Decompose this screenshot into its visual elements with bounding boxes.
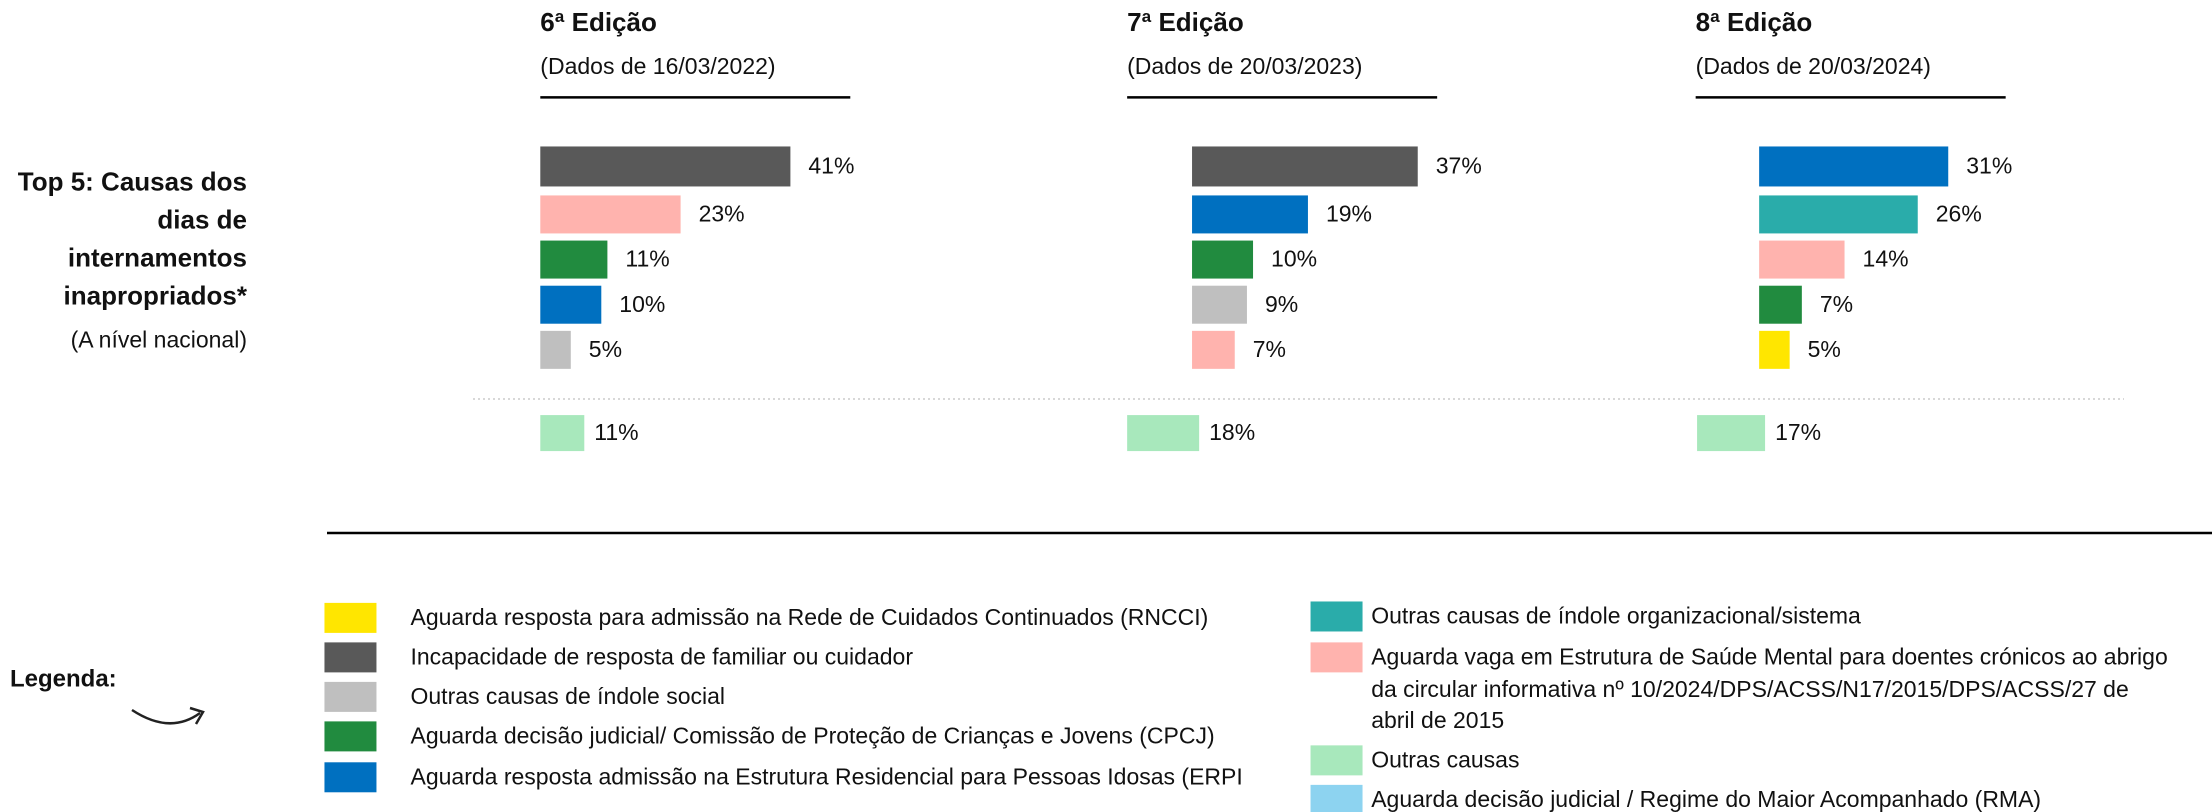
panel-subtitle: (Dados de 20/03/2024) xyxy=(1696,53,1931,79)
legend-label: Aguarda vaga em Estrutura de Saúde Menta… xyxy=(1371,643,2168,669)
value-label: 23% xyxy=(699,201,745,227)
side-title: dias de xyxy=(157,204,247,234)
legend-label: Outras causas de índole organizacional/s… xyxy=(1371,603,1861,629)
legend-swatch xyxy=(324,642,377,673)
panel-subtitle: (Dados de 20/03/2023) xyxy=(1127,53,1362,79)
bar xyxy=(1192,195,1308,234)
value-label: 19% xyxy=(1326,201,1372,227)
value-label: 31% xyxy=(1966,153,2012,179)
panel-title: 6ª Edição xyxy=(540,7,657,37)
bar xyxy=(1759,285,1802,324)
legend-title: Legenda: xyxy=(10,665,117,692)
bar xyxy=(1759,195,1918,234)
legend-label: da circular informativa nº 10/2024/DPS/A… xyxy=(1371,676,2129,702)
value-label: 14% xyxy=(1863,246,1909,272)
bar xyxy=(1697,415,1766,452)
value-label: 18% xyxy=(1209,419,1255,445)
bar xyxy=(1192,330,1235,369)
bar xyxy=(540,240,608,279)
value-label: 7% xyxy=(1253,336,1286,362)
legend-swatch xyxy=(324,762,377,793)
legend-label: Aguarda resposta para admissão na Rede d… xyxy=(411,604,1209,630)
legend-swatch xyxy=(324,721,377,752)
panel-subtitle: (Dados de 16/03/2022) xyxy=(540,53,775,79)
value-label: 11% xyxy=(625,246,669,272)
value-label: 10% xyxy=(1271,246,1317,272)
value-label: 37% xyxy=(1436,153,1482,179)
arrow xyxy=(131,708,201,725)
value-label: 9% xyxy=(1265,291,1298,317)
bar xyxy=(1192,240,1254,279)
bar xyxy=(540,285,602,324)
value-label: 17% xyxy=(1775,419,1821,445)
bar xyxy=(1192,285,1247,324)
legend-label: Outras causas de índole social xyxy=(411,683,726,709)
legend-swatch xyxy=(324,681,377,712)
side-title: inapropriados* xyxy=(64,281,248,311)
bar xyxy=(1192,146,1418,187)
side-subtitle: (A nível nacional) xyxy=(71,326,247,352)
legend-label: Outras causas xyxy=(1371,746,1519,772)
value-label: 26% xyxy=(1936,201,1982,227)
legend-label: Aguarda decisão judicial / Regime do Mai… xyxy=(1371,786,2041,812)
legend-swatch xyxy=(1310,601,1363,632)
value-label: 41% xyxy=(808,153,854,179)
value-label: 5% xyxy=(589,336,622,362)
bar xyxy=(540,195,681,234)
legend-swatch xyxy=(1310,745,1363,776)
legend-label: Aguarda decisão judicial/ Comissão de Pr… xyxy=(411,722,1215,748)
bar xyxy=(1759,146,1949,187)
legend-label: abril de 2015 xyxy=(1371,707,1504,733)
side-title: Top 5: Causas dos xyxy=(18,166,247,196)
panel-title: 8ª Edição xyxy=(1696,7,1813,37)
value-label: 5% xyxy=(1808,336,1841,362)
arrow-head xyxy=(189,706,205,725)
bar xyxy=(540,330,571,369)
value-label: 7% xyxy=(1820,291,1853,317)
value-label: 11% xyxy=(594,419,638,445)
legend-swatch xyxy=(324,602,377,633)
bar xyxy=(1127,415,1200,452)
bar xyxy=(540,415,585,452)
panel-title: 7ª Edição xyxy=(1127,7,1244,37)
bar xyxy=(1759,330,1790,369)
side-title: internamentos xyxy=(68,242,247,272)
legend-swatch xyxy=(1310,642,1363,673)
legend-label: Aguarda resposta admissão na Estrutura R… xyxy=(411,763,1243,789)
bar xyxy=(540,146,791,187)
value-label: 10% xyxy=(619,291,665,317)
legend-swatch xyxy=(1310,784,1363,812)
bar xyxy=(1759,240,1845,279)
legend-label: Incapacidade de resposta de familiar ou … xyxy=(411,643,914,669)
